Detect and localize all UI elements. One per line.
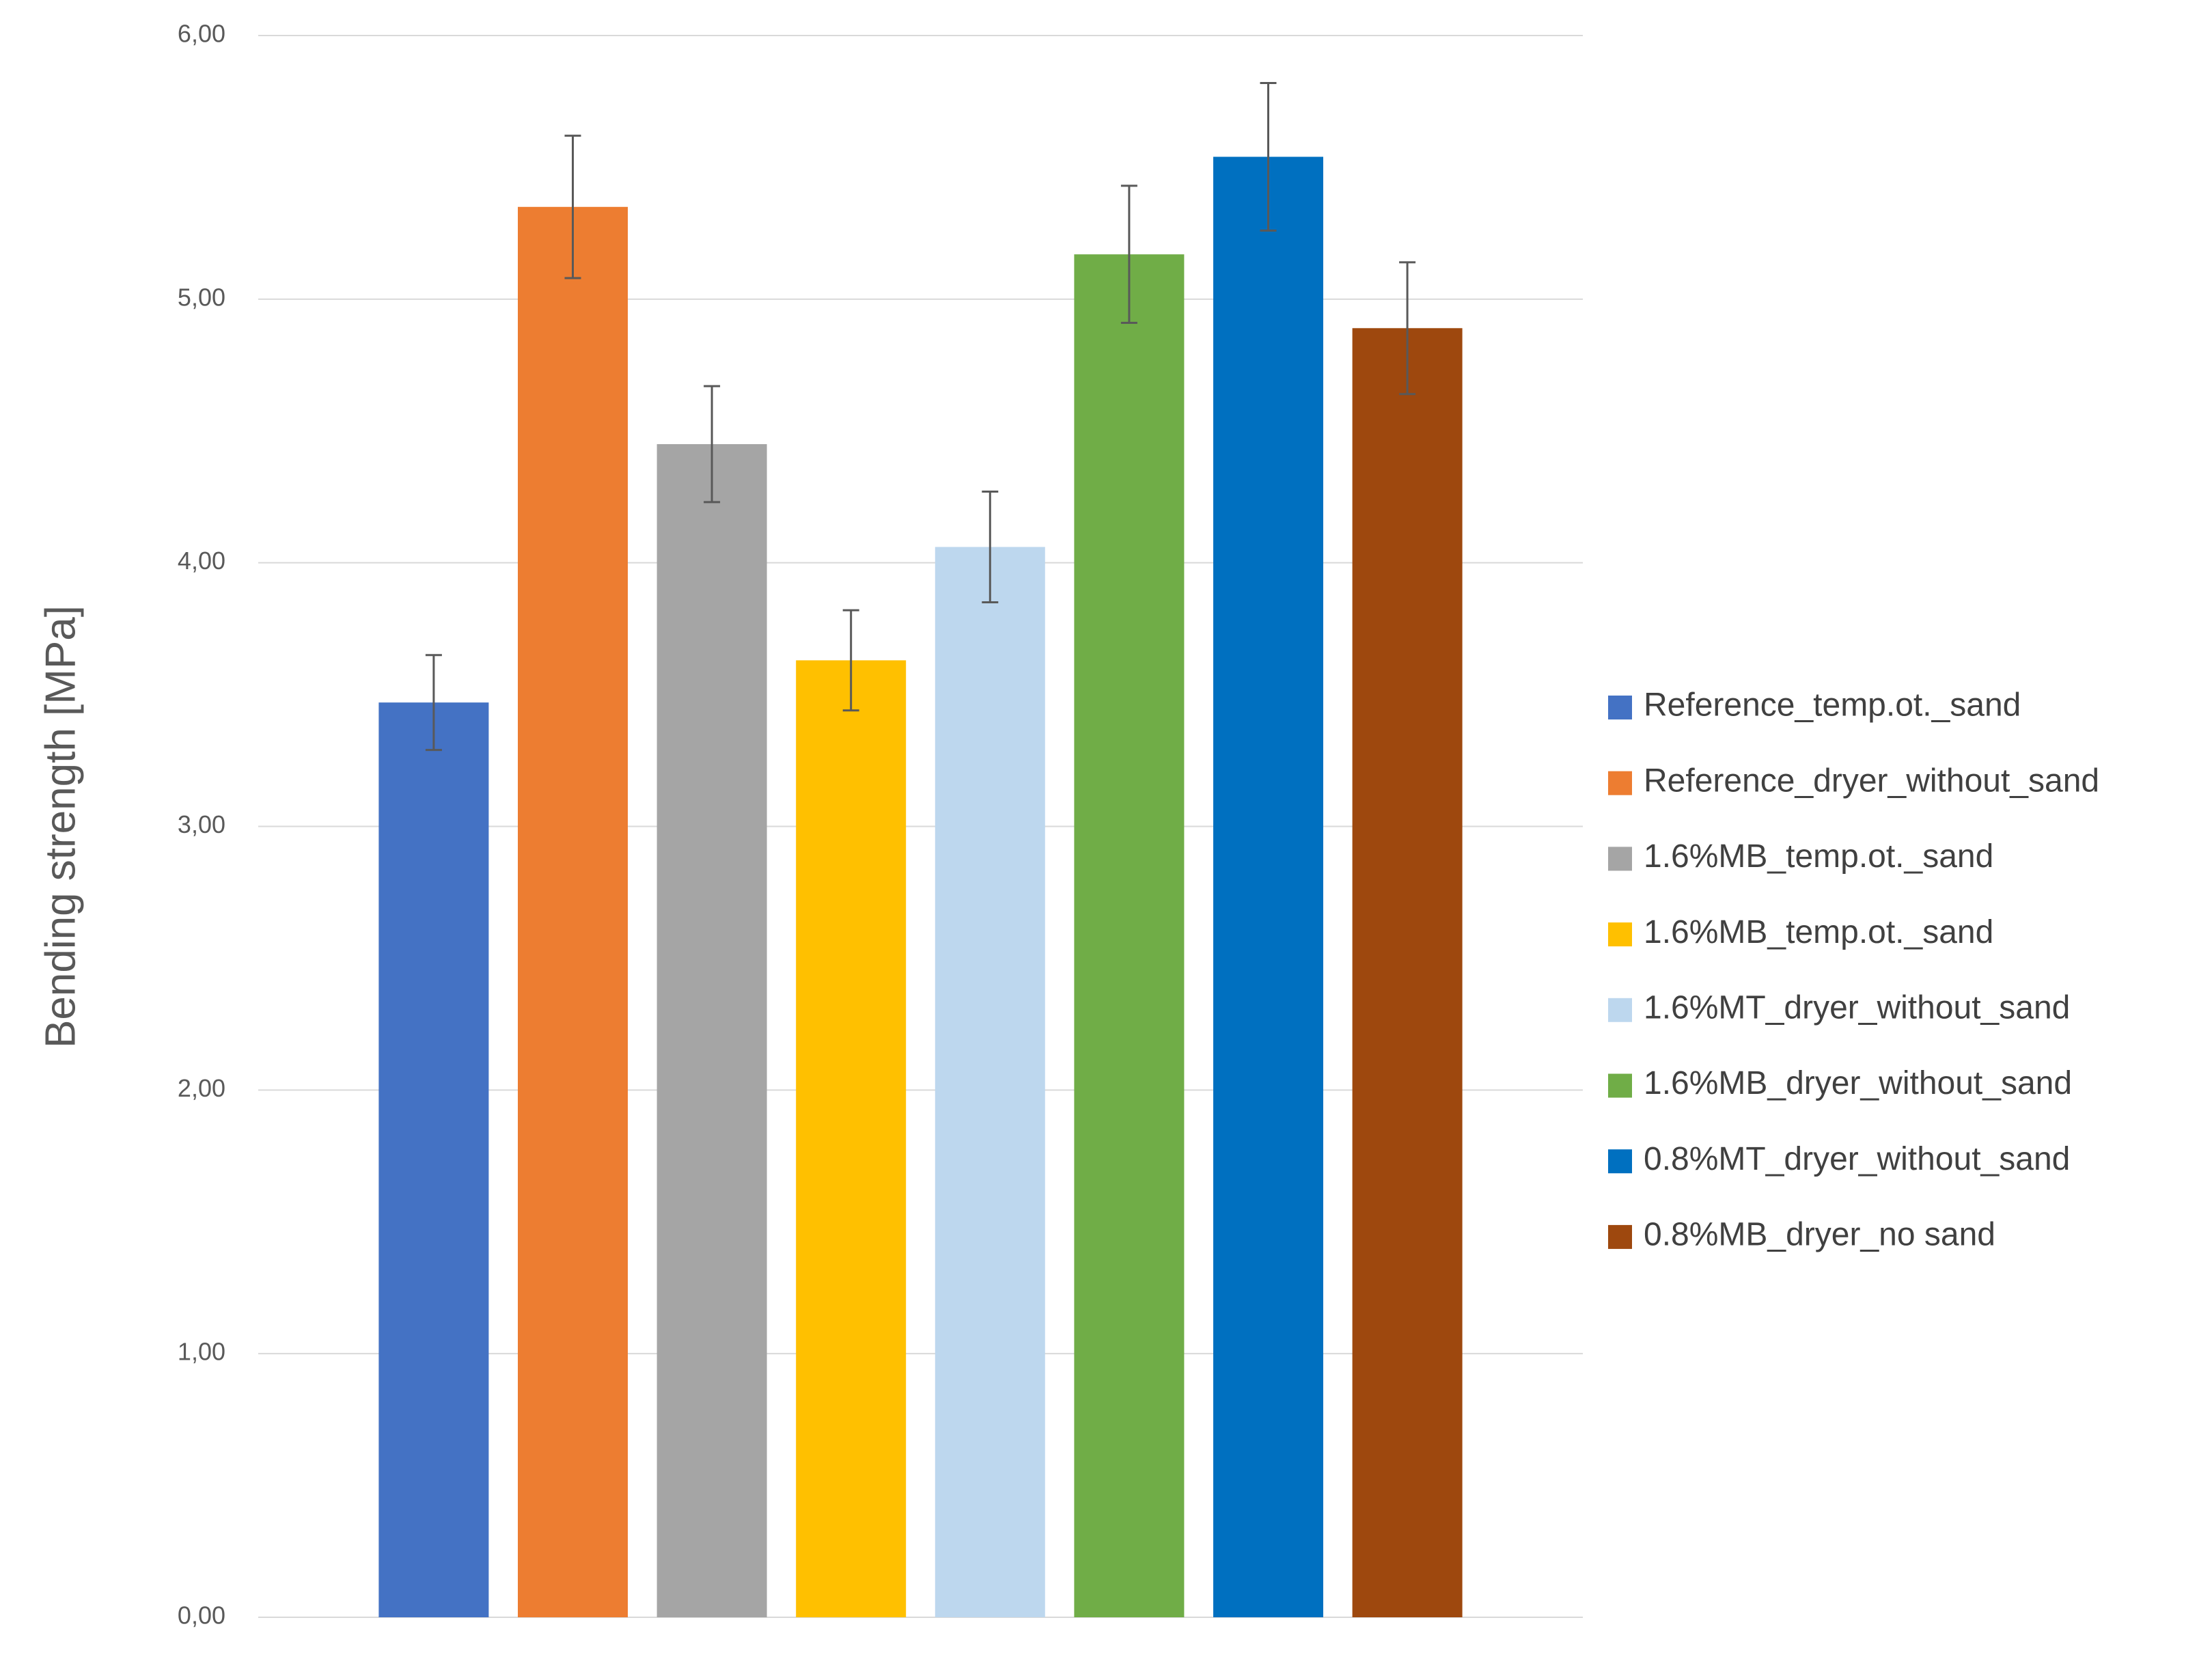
- legend-label: 0.8%MT_dryer_without_sand: [1644, 1141, 2070, 1177]
- error-bar: [842, 609, 859, 712]
- legend-swatch: [1608, 922, 1632, 947]
- bar: [518, 206, 628, 1617]
- legend-label: 1.6%MB_temp.ot._sand: [1644, 914, 1993, 950]
- legend-label: 1.6%MB_dryer_without_sand: [1644, 1065, 2072, 1101]
- bar: [1213, 156, 1323, 1617]
- bar: [1352, 328, 1463, 1617]
- y-tick-label: 5,00: [178, 283, 225, 311]
- y-axis-label: Bending strength [MPa]: [37, 605, 84, 1048]
- error-bar: [1120, 184, 1137, 325]
- error-bar: [1399, 261, 1416, 396]
- error-bar: [1260, 81, 1277, 232]
- y-tick-label: 6,00: [178, 20, 225, 48]
- legend-label: 1.6%MT_dryer_without_sand: [1644, 989, 2070, 1026]
- legend-swatch: [1608, 847, 1632, 871]
- legend-swatch: [1608, 696, 1632, 719]
- legend-swatch: [1608, 998, 1632, 1022]
- legend-label: Reference_temp.ot._sand: [1644, 687, 2021, 724]
- legend-label: 1.6%MB_temp.ot._sand: [1644, 838, 1993, 875]
- bar: [378, 702, 489, 1617]
- error-bar: [564, 135, 581, 279]
- legend-label: Reference_dryer_without_sand: [1644, 763, 2099, 799]
- error-bar: [704, 385, 721, 504]
- bar: [1074, 254, 1185, 1617]
- legend-label: 0.8%MB_dryer_no sand: [1644, 1217, 1995, 1253]
- error-bar: [982, 490, 999, 604]
- legend-swatch: [1608, 1149, 1632, 1174]
- bar: [656, 444, 767, 1617]
- y-tick-label: 4,00: [178, 547, 225, 575]
- legend-swatch: [1608, 1224, 1632, 1249]
- legend-swatch: [1608, 771, 1632, 795]
- error-bar: [425, 654, 442, 752]
- y-tick-label: 3,00: [178, 810, 225, 838]
- bar: [796, 660, 907, 1617]
- bar: [935, 547, 1045, 1618]
- y-tick-label: 1,00: [178, 1338, 225, 1366]
- y-tick-label: 0,00: [178, 1602, 225, 1630]
- legend-swatch: [1608, 1073, 1632, 1098]
- y-tick-label: 2,00: [178, 1074, 225, 1102]
